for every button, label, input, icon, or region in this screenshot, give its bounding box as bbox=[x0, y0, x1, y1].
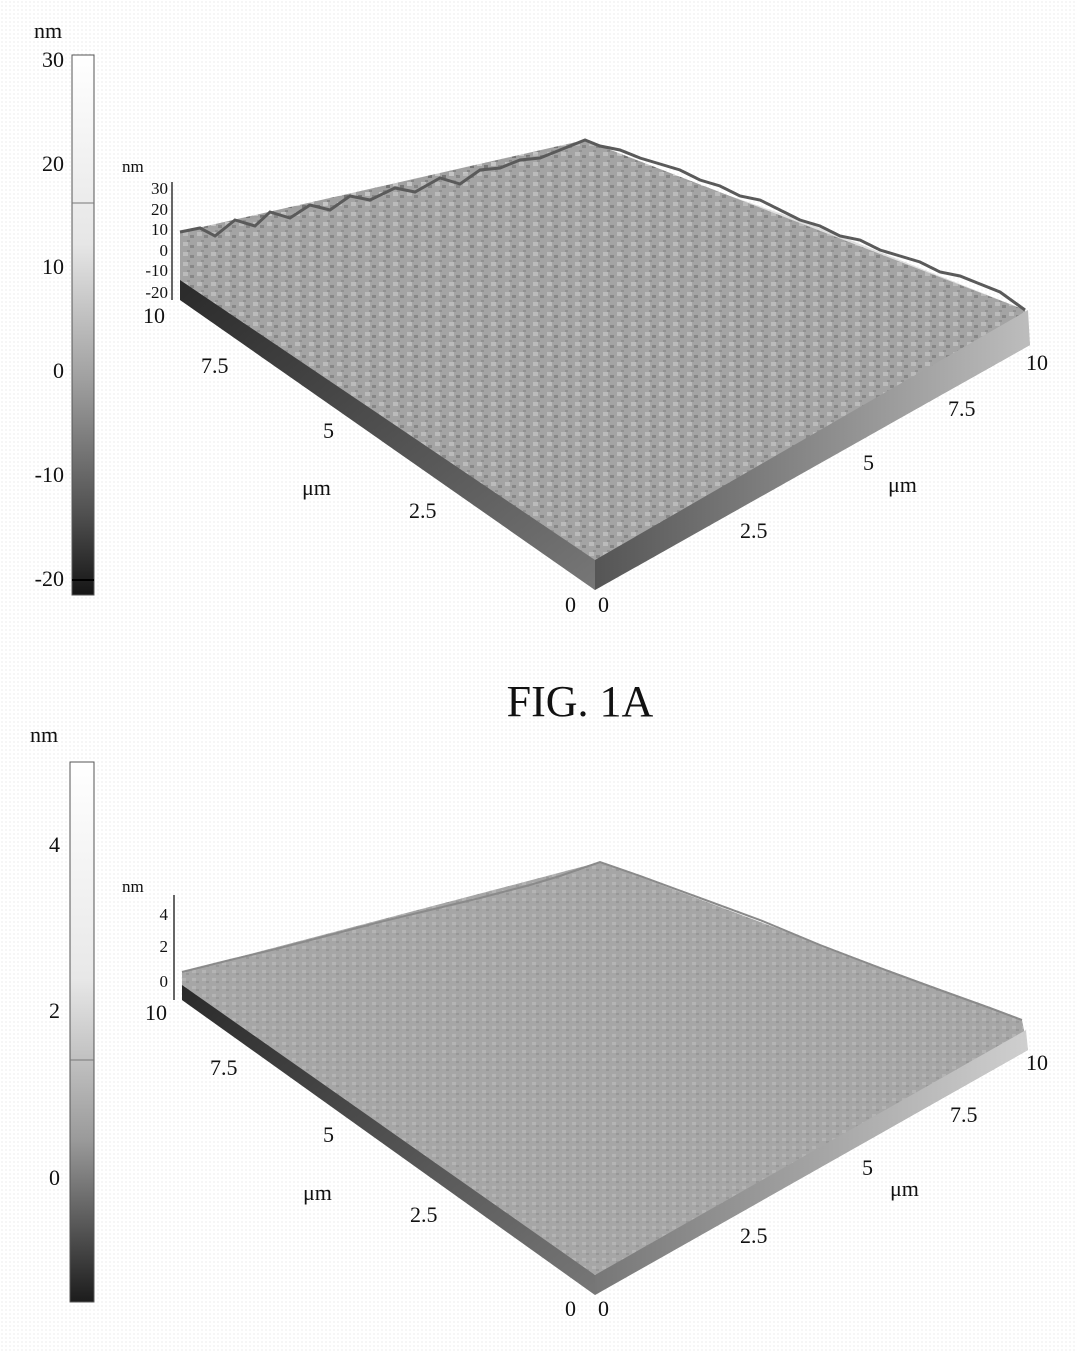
colorbar-tick: 20 bbox=[42, 151, 64, 176]
left-axis-tick: 10 bbox=[145, 1000, 167, 1025]
z-axis-tick: -10 bbox=[145, 261, 168, 280]
left-axis-tick: 7.5 bbox=[210, 1055, 238, 1080]
z-axis-unit-label: nm bbox=[122, 877, 144, 896]
colorbar-gradient bbox=[70, 762, 94, 1302]
colorbar-unit-label: nm bbox=[34, 18, 62, 43]
colorbar-tick: -10 bbox=[35, 462, 64, 487]
figure-1a: nm 30 20 10 0 -10 -20 nm 30 bbox=[34, 18, 1048, 726]
colorbar-tick: 10 bbox=[42, 254, 64, 279]
colorbar-tick: -20 bbox=[35, 566, 64, 591]
right-axis-unit-label: μm bbox=[890, 1176, 919, 1201]
z-axis-unit-label: nm bbox=[122, 157, 144, 176]
colorbar-1b: nm 4 2 0 bbox=[30, 722, 94, 1302]
z-axis-tick: -20 bbox=[145, 283, 168, 302]
left-axis-tick: 7.5 bbox=[201, 353, 229, 378]
left-axis-tick: 0 bbox=[565, 1296, 576, 1321]
z-axis-tick: 20 bbox=[151, 200, 168, 219]
right-axis-tick: 10 bbox=[1026, 1050, 1048, 1075]
colorbar-gradient bbox=[72, 55, 94, 595]
z-axis-tick: 0 bbox=[160, 241, 169, 260]
colorbar-tick: 0 bbox=[49, 1165, 60, 1190]
colorbar-unit-label: nm bbox=[30, 722, 58, 747]
colorbar-tick: 0 bbox=[53, 358, 64, 383]
right-axis-tick: 0 bbox=[598, 592, 609, 617]
z-axis-tick: 4 bbox=[160, 905, 169, 924]
z-axis-tick: 10 bbox=[151, 220, 168, 239]
surface-plot-1b: nm 4 2 0 10 7.5 5 μm 2.5 0 0 2.5 5 μm 7.… bbox=[122, 862, 1048, 1321]
colorbar-tick: 2 bbox=[49, 998, 60, 1023]
z-axis-tick: 30 bbox=[151, 179, 168, 198]
left-axis-unit-label: μm bbox=[303, 1180, 332, 1205]
left-axis-tick: 2.5 bbox=[410, 1202, 438, 1227]
colorbar-tick: 30 bbox=[42, 47, 64, 72]
right-axis-tick: 7.5 bbox=[950, 1102, 978, 1127]
figure-caption: FIG. 1A bbox=[507, 677, 654, 726]
surface-plot-1a: nm 30 20 10 0 -10 -20 10 7.5 5 μm 2.5 0 … bbox=[122, 140, 1048, 617]
z-axis-tick: 2 bbox=[160, 937, 169, 956]
right-axis-tick: 0 bbox=[598, 1296, 609, 1321]
left-axis-tick: 5 bbox=[323, 418, 334, 443]
right-axis-tick: 5 bbox=[863, 450, 874, 475]
left-axis-tick: 5 bbox=[323, 1122, 334, 1147]
left-axis-tick: 0 bbox=[565, 592, 576, 617]
left-axis-tick: 10 bbox=[143, 303, 165, 328]
right-axis-tick: 7.5 bbox=[948, 396, 976, 421]
right-axis-tick: 5 bbox=[862, 1155, 873, 1180]
left-axis-tick: 2.5 bbox=[409, 498, 437, 523]
figure-1b: nm 4 2 0 nm 4 2 0 10 7.5 bbox=[30, 722, 1048, 1321]
colorbar-tick: 4 bbox=[49, 832, 60, 857]
right-axis-unit-label: μm bbox=[888, 472, 917, 497]
colorbar-1a: nm 30 20 10 0 -10 -20 bbox=[34, 18, 94, 595]
right-axis-tick: 2.5 bbox=[740, 1223, 768, 1248]
right-axis-tick: 10 bbox=[1026, 350, 1048, 375]
right-axis-tick: 2.5 bbox=[740, 518, 768, 543]
left-axis-unit-label: μm bbox=[302, 475, 331, 500]
z-axis-tick: 0 bbox=[160, 972, 169, 991]
